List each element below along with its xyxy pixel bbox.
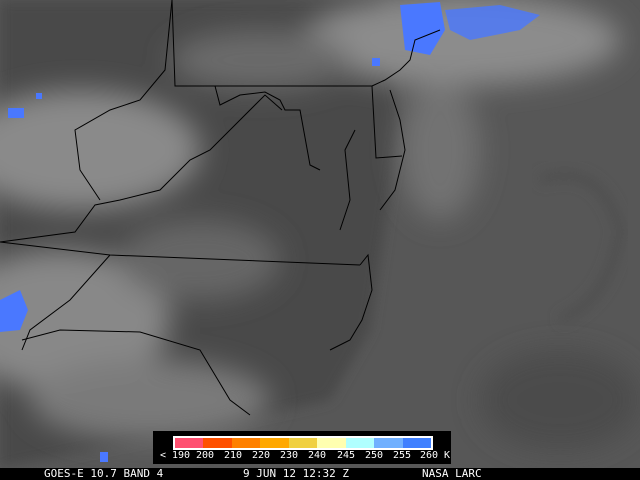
- legend-tick: 230: [279, 450, 299, 461]
- legend-tick: 260 K: [419, 450, 451, 461]
- color-swatch: [175, 438, 204, 448]
- legend-tick: 210: [223, 450, 243, 461]
- legend-tick: < 190: [159, 450, 191, 461]
- color-swatch: [203, 438, 232, 448]
- color-swatch: [317, 438, 346, 448]
- state-borders: [0, 0, 441, 416]
- credit-label: NASA LARC: [422, 467, 482, 480]
- cloud-bands: [0, 0, 640, 450]
- color-swatch: [231, 438, 261, 448]
- color-swatch: [288, 438, 318, 448]
- datetime-label: 9 JUN 12 12:32 Z: [243, 467, 349, 480]
- legend-tick: 250: [364, 450, 384, 461]
- satellite-imagery: [0, 0, 640, 468]
- legend-tick: 240: [307, 450, 327, 461]
- ocean-swirl: [538, 170, 626, 325]
- legend-tick: 255: [392, 450, 412, 461]
- legend-tick: 220: [251, 450, 271, 461]
- image-caption: GOES-E 10.7 BAND 4 9 JUN 12 12:32 Z NASA…: [0, 468, 640, 480]
- color-swatch: [402, 438, 431, 448]
- legend-ticks: < 190 200 210 220 230 240 245 250 255 26…: [153, 450, 451, 462]
- color-swatch: [374, 438, 403, 448]
- color-scale-bar: [173, 436, 433, 450]
- satellite-label: GOES-E 10.7 BAND 4: [44, 467, 164, 480]
- color-swatch: [260, 438, 289, 448]
- temperature-legend: < 190 200 210 220 230 240 245 250 255 26…: [153, 431, 451, 464]
- legend-tick: 200: [195, 450, 215, 461]
- color-swatch: [345, 438, 375, 448]
- cold-cloud-tops: [0, 2, 540, 462]
- legend-tick: 245: [336, 450, 356, 461]
